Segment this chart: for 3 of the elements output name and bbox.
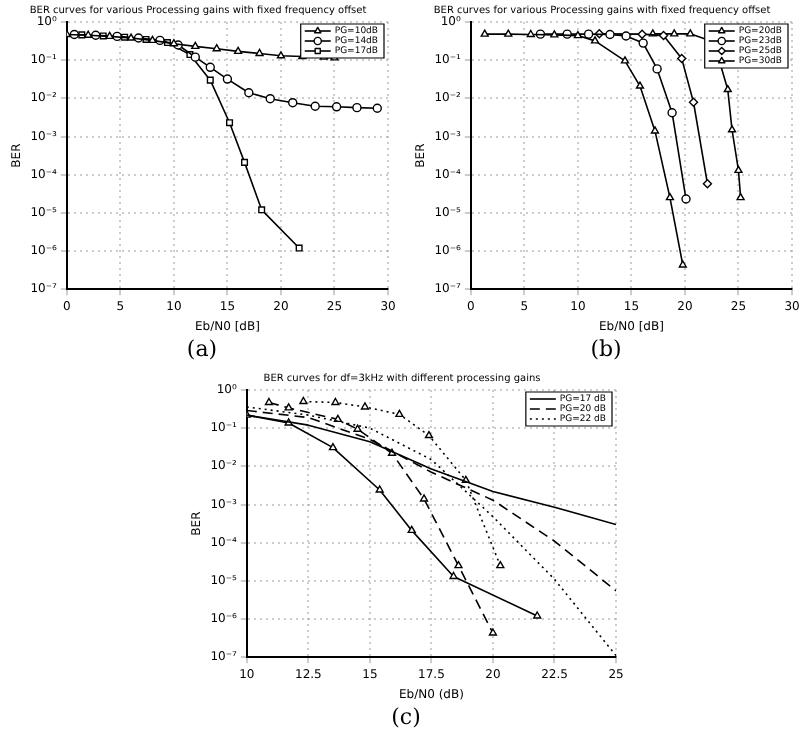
text: (b) [588,336,624,364]
text: (c) [389,704,423,732]
text: (a) [184,336,220,364]
